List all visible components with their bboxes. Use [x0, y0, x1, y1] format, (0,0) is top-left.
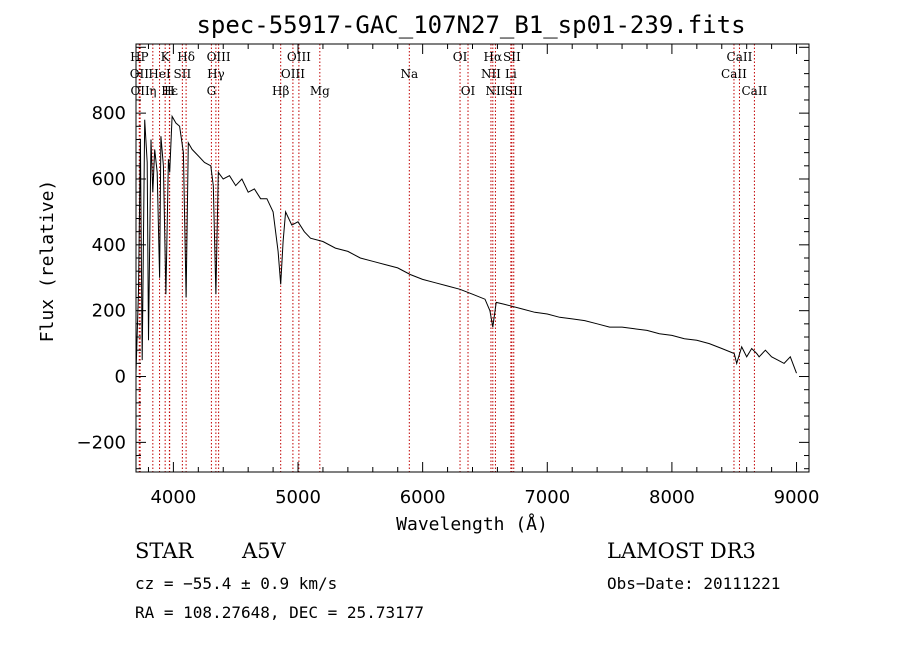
marker-label-7: H	[164, 84, 174, 98]
marker-label-17: Na	[400, 67, 418, 81]
x-tick-label-4000: 4000	[150, 487, 196, 508]
x-tick-label-9000: 9000	[774, 487, 820, 508]
survey-name: LAMOST DR3	[607, 539, 756, 563]
marker-label-18: OI	[453, 50, 468, 64]
marker-label-21: SII	[503, 50, 521, 64]
plot-frame	[135, 43, 810, 473]
marker-label-20: Hα	[484, 50, 503, 64]
marker-label-9: Hδ	[177, 50, 195, 64]
marker-label-25: SII	[505, 84, 523, 98]
y-axis-ticks: −200 0 200 400 600 800	[77, 46, 809, 470]
marker-label-12: G	[207, 84, 217, 98]
marker-label-16: Mg	[310, 84, 330, 98]
y-axis-label: Flux (relative)	[37, 180, 58, 343]
marker-label-14: OIII	[281, 67, 305, 81]
line-markers	[138, 44, 755, 472]
object-class: STAR	[135, 539, 194, 563]
x-tick-label-7000: 7000	[524, 487, 570, 508]
ra-dec: RA = 108.27648, DEC = 25.73177	[135, 603, 424, 622]
marker-label-3: K	[161, 50, 171, 64]
marker-label-24: NII	[485, 84, 505, 98]
y-tick-label-200: 200	[92, 301, 126, 322]
y-tick-label-800: 800	[92, 103, 126, 124]
marker-label-11: Hγ	[207, 67, 225, 81]
chart-title: spec-55917-GAC_107N27_B1_sp01-239.fits	[196, 11, 745, 39]
redshift-cz: cz = −55.4 ± 0.9 km/s	[135, 574, 338, 593]
marker-label-10: OIII	[207, 50, 231, 64]
marker-label-4: HeI	[148, 67, 171, 81]
marker-label-28: CaII	[741, 84, 767, 98]
object-subclass: A5V	[242, 539, 286, 563]
observation-date: Obs−Date: 20111221	[607, 574, 781, 593]
y-tick-label-0: 0	[115, 367, 126, 388]
y-tick-label--200: −200	[77, 432, 126, 453]
x-tick-label-5000: 5000	[275, 487, 321, 508]
x-axis-label: Wavelength (Å)	[396, 513, 548, 535]
marker-label-15: Hβ	[272, 84, 289, 98]
marker-label-0: HP	[130, 50, 149, 64]
marker-label-27: CaII	[721, 67, 747, 81]
x-axis-ticks: 4000 5000 6000 7000 8000 9000	[147, 44, 820, 508]
marker-label-5: Hε	[161, 84, 178, 98]
x-tick-label-6000: 6000	[400, 487, 446, 508]
marker-label-19: OI	[461, 84, 476, 98]
y-tick-label-400: 400	[92, 235, 126, 256]
marker-label-26: CaII	[727, 50, 753, 64]
marker-label-23: Li	[505, 67, 517, 81]
flux-series-line	[135, 114, 797, 374]
marker-label-2: OII	[130, 84, 150, 98]
marker-label-13: OIII	[287, 50, 311, 64]
y-tick-label-600: 600	[92, 169, 126, 190]
marker-label-8: SII	[174, 67, 192, 81]
marker-label-22: NII	[481, 67, 501, 81]
x-tick-label-8000: 8000	[649, 487, 695, 508]
marker-label-6: η	[149, 84, 156, 98]
